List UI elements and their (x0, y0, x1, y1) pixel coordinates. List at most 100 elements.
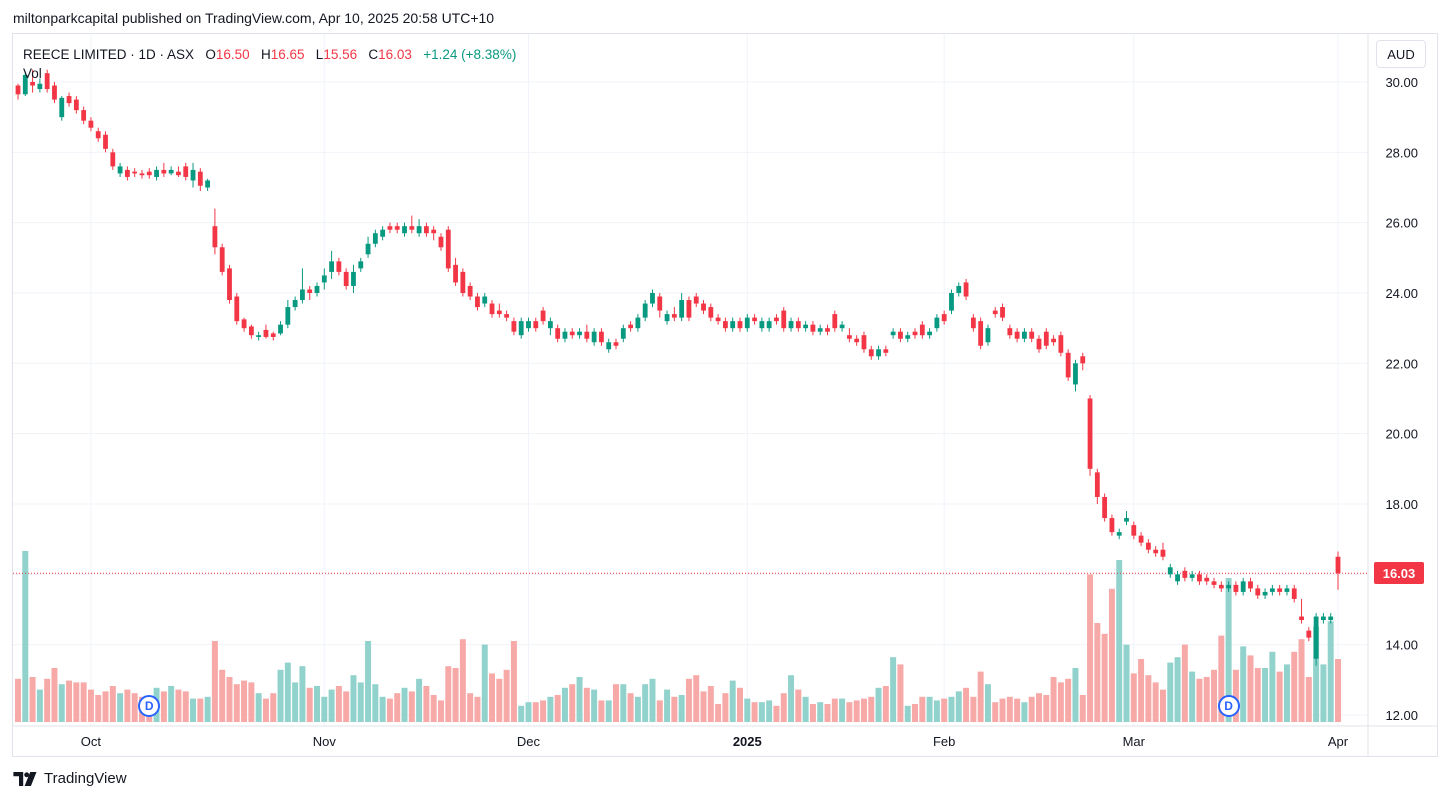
volume-bar (44, 678, 51, 722)
volume-bar (1145, 675, 1152, 722)
volume-bar (1043, 695, 1050, 722)
chart-frame[interactable] (12, 33, 1438, 757)
volume-bar (532, 702, 539, 722)
candle-body (1328, 616, 1334, 621)
volume-bar (634, 696, 641, 722)
legend-open-value: 16.50 (215, 47, 250, 62)
volume-bar (576, 677, 583, 722)
volume-bar (386, 698, 393, 722)
volume-bar (1094, 623, 1101, 722)
candle-body (1175, 574, 1180, 582)
volume-bar (1072, 668, 1079, 722)
volume-bar (452, 668, 459, 722)
volume-bar (897, 664, 904, 722)
candle-body (1131, 525, 1137, 536)
volume-bar (715, 704, 722, 722)
candle-body (183, 166, 189, 177)
volume-bar (299, 666, 306, 722)
volume-bar (372, 684, 379, 722)
volume-bar (58, 684, 65, 722)
candle-body (927, 331, 933, 336)
candle-body (263, 329, 269, 337)
x-tick-label: Mar (1123, 734, 1146, 749)
candle-body (1029, 331, 1035, 339)
volume-bar (394, 693, 401, 722)
candle-body (1233, 584, 1239, 592)
candle-body (423, 226, 429, 234)
volume-bar (882, 686, 889, 722)
candle-body (1321, 616, 1326, 621)
candle-body (1065, 352, 1071, 378)
candle-body (453, 264, 458, 283)
legend-volume-label[interactable]: Vol (23, 66, 42, 81)
volume-bar (357, 682, 364, 722)
candle-body (1262, 591, 1268, 596)
volume-bar (955, 691, 962, 722)
candle-body (22, 74, 28, 95)
volume-bar (306, 687, 313, 722)
volume-bar (1108, 588, 1115, 722)
candle-body (664, 314, 670, 322)
legend-symbol[interactable]: REECE LIMITED · 1D · ASX (23, 47, 195, 62)
legend-high-value: 16.65 (270, 47, 305, 62)
candle-body (365, 243, 371, 255)
volume-bar (554, 695, 561, 722)
candle-body (329, 261, 334, 272)
candle-body (635, 317, 641, 329)
volume-bar (1211, 669, 1218, 722)
candle-body (1167, 567, 1173, 575)
x-tick-label: Nov (313, 734, 337, 749)
candle-body (110, 152, 116, 167)
volume-bar (999, 698, 1006, 722)
candle-body (445, 229, 451, 269)
candle-body (1000, 307, 1005, 318)
candle-body (1087, 398, 1093, 469)
volume-bar (561, 687, 568, 722)
volume-bar (780, 693, 787, 722)
volume-bar (1028, 696, 1035, 722)
volume-bar (489, 673, 496, 722)
price-axis: 30.0028.0026.0024.0022.0020.0018.0016.00… (1385, 75, 1418, 723)
candle-body (693, 296, 699, 304)
footer-logo[interactable]: TradingView (13, 770, 127, 787)
y-tick-label: 30.00 (1385, 75, 1418, 90)
candle-body (949, 293, 954, 311)
y-tick-label: 26.00 (1385, 216, 1418, 231)
volume-bar (197, 698, 204, 722)
candle-body (1277, 588, 1283, 592)
candle-body (241, 319, 247, 329)
candle-body (817, 328, 823, 332)
volume-bar (627, 693, 634, 722)
candle-body (606, 342, 612, 350)
volume-bar (984, 684, 991, 722)
candle-body (890, 331, 896, 336)
dividend-marker[interactable]: D (138, 695, 161, 717)
currency-button[interactable]: AUD (1376, 40, 1426, 68)
legend-low-value: 15.56 (323, 47, 358, 62)
volume-bar (51, 668, 58, 722)
candle-body (292, 300, 298, 308)
candle-body (642, 303, 648, 318)
volume-bar (1254, 668, 1261, 722)
volume-bar (1203, 677, 1210, 722)
candle-body (1313, 616, 1319, 659)
volume-bar (182, 691, 189, 722)
y-tick-label: 28.00 (1385, 145, 1418, 160)
volume-bar (204, 696, 211, 722)
volume-bar (423, 686, 430, 722)
candle-body (1160, 549, 1166, 557)
dividend-marker[interactable]: D (1217, 695, 1240, 717)
candle-body (1189, 574, 1195, 578)
candle-body (197, 171, 203, 186)
candle-body (467, 285, 473, 297)
volume-bar (255, 693, 262, 722)
candle-body (81, 110, 87, 121)
candle-body (1073, 363, 1078, 385)
candle-body (883, 349, 889, 353)
volume-bar (1152, 682, 1159, 722)
footer-brand: TradingView (44, 770, 127, 787)
candle-body (730, 321, 736, 329)
volume-bar (1021, 702, 1028, 722)
candle-body (205, 180, 211, 188)
